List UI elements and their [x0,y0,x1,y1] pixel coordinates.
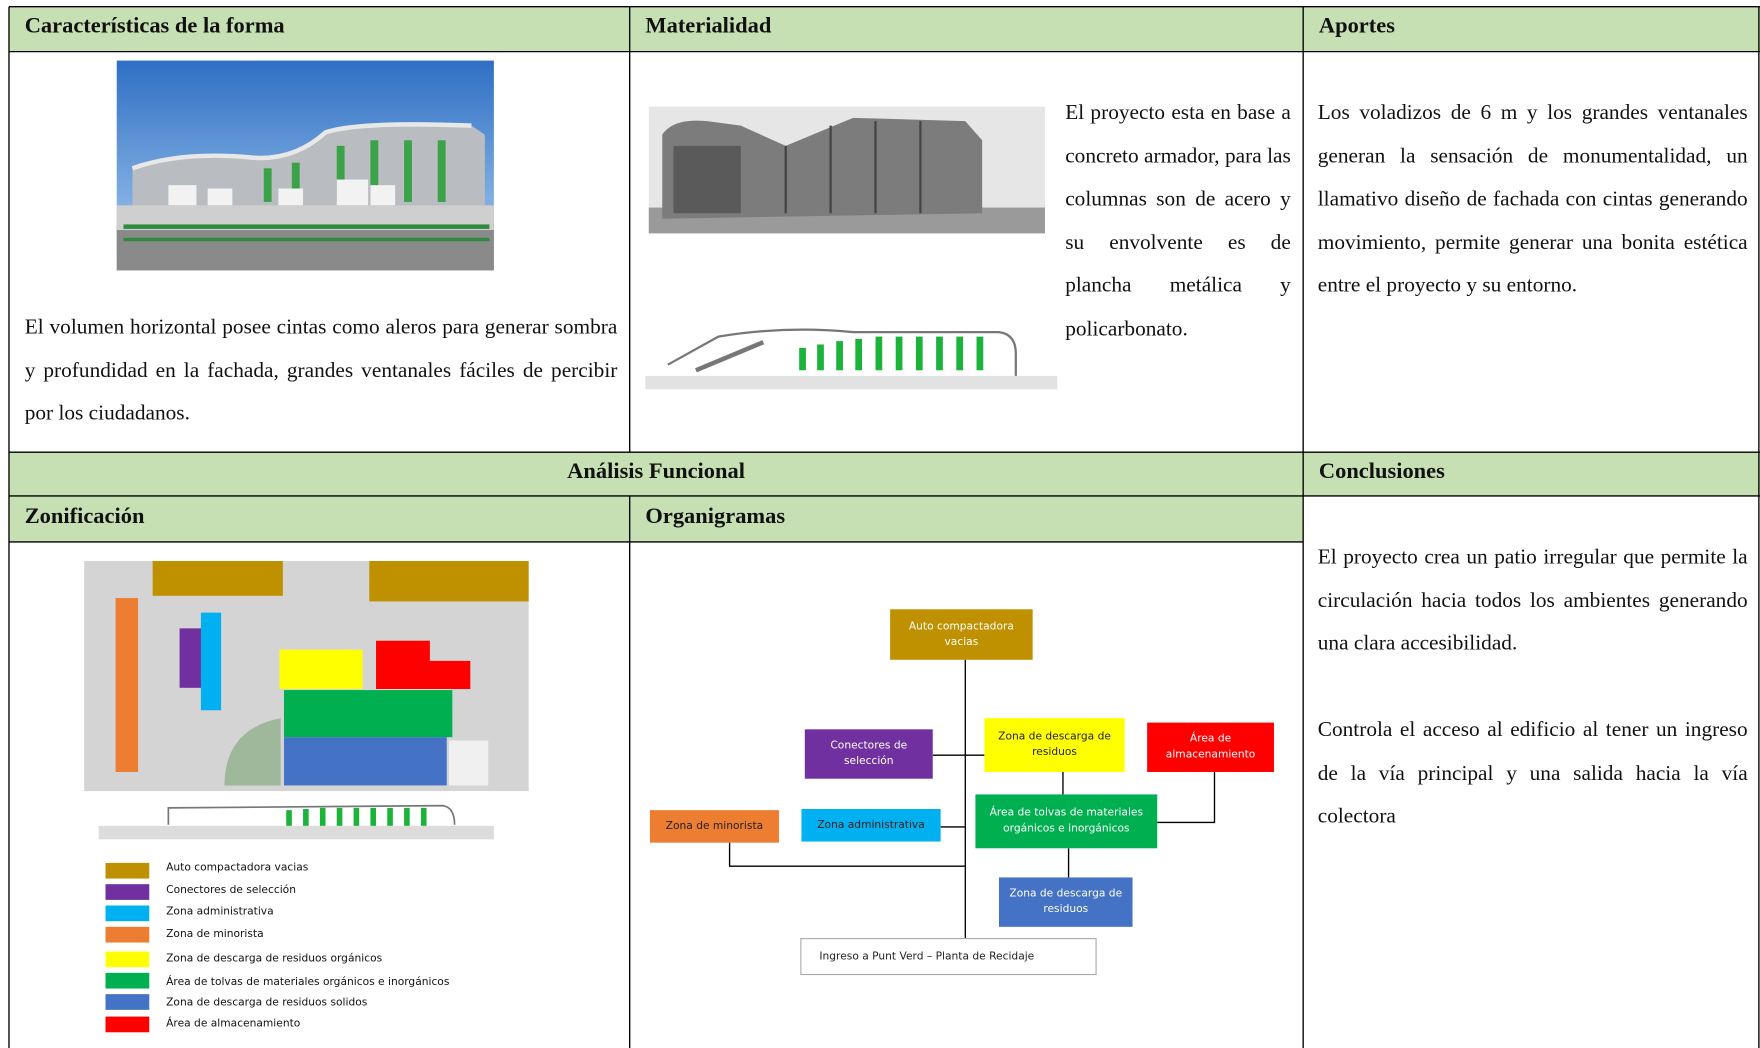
legend-label: Zona de descarga de residuos orgánicos [166,952,383,965]
photo-construction [648,106,1046,234]
paragraph: Los voladizos de 6 m y los grandes venta… [1317,100,1748,298]
org-node: Zona de descarga de residuos [998,877,1133,927]
floor-plan [84,561,529,792]
org-node: Conectores de selección [804,729,933,779]
paragraph: El proyecto esta en base a concreto arma… [1065,100,1291,341]
section-drawing [645,328,1058,390]
legend-swatch [105,972,150,989]
paragraph: Controla el acceso al edificio al tener … [1317,718,1748,829]
legend-label: Conectores de selección [166,884,296,897]
org-node: Zona de descarga de residuos [984,718,1125,772]
photo-building [116,60,494,271]
legend-label: Auto compactadora vacias [166,861,309,875]
paragraph: El volumen horizontal posee cintas como … [24,315,618,426]
plan-section [98,804,494,840]
legend-swatch [105,884,150,900]
paragraph: El proyecto crea un patio irregular que … [1317,545,1748,656]
legend-label: Zona administrativa [166,905,274,918]
org-node: Área de tolvas de materiales orgánicos e… [975,794,1158,849]
legend-swatch [105,1016,150,1033]
legend-swatch [105,926,150,943]
header-fill [8,452,1760,496]
org-node: Ingreso a Punt Verd – Planta de Recidaje [800,938,1097,976]
grid [8,6,1760,1048]
org-node: Auto compactadora vacias [890,609,1033,660]
legend-swatch [105,862,150,879]
org-connectors [728,659,1216,939]
legend-swatch [105,905,150,922]
header: Análisis Funcional [567,458,745,484]
legend-label: Área de almacenamiento [166,1017,301,1031]
org-node: Zona de minorista [649,810,779,843]
header: Características de la forma [24,13,285,39]
legend-swatch [105,951,150,968]
legend-label: Área de tolvas de materiales orgánicos e… [166,976,450,989]
org-node: Área de almacenamiento [1147,722,1274,772]
header: Conclusiones [1318,458,1445,484]
header: Organigramas [645,503,786,529]
header: Aportes [1318,13,1395,39]
header: Zonificación [24,503,145,529]
org-node: Zona administrativa [801,809,941,842]
legend-label: Zona de minorista [166,927,264,941]
header-fill [8,495,1304,542]
header-fill [8,6,1760,52]
legend-label: Zona de descarga de residuos solidos [166,996,368,1009]
header: Materialidad [645,13,772,39]
legend-swatch [105,994,150,1010]
